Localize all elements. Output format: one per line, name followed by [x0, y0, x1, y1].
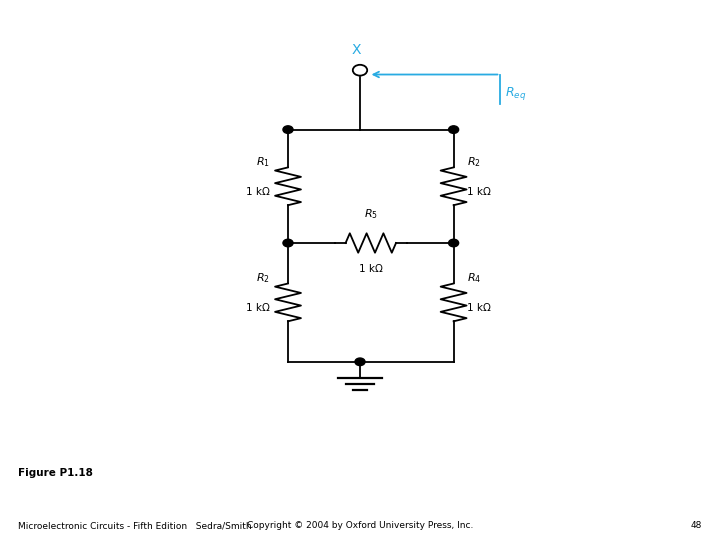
Circle shape [449, 239, 459, 247]
Text: Figure P1.18: Figure P1.18 [18, 468, 93, 478]
Circle shape [449, 126, 459, 133]
Circle shape [355, 358, 365, 366]
Text: 1 kΩ: 1 kΩ [467, 303, 490, 313]
Text: $R_2$: $R_2$ [256, 271, 270, 285]
Circle shape [283, 126, 293, 133]
Text: X: X [351, 43, 361, 57]
Text: $R_{eq}$: $R_{eq}$ [505, 85, 527, 102]
Text: $R_5$: $R_5$ [364, 207, 378, 221]
Text: 1 kΩ: 1 kΩ [467, 187, 490, 197]
Text: 1 kΩ: 1 kΩ [246, 187, 270, 197]
Text: $R_2$: $R_2$ [467, 155, 480, 169]
Text: $R_4$: $R_4$ [467, 271, 481, 285]
Circle shape [283, 239, 293, 247]
Text: $R_1$: $R_1$ [256, 155, 270, 169]
Text: Microelectronic Circuits - Fifth Edition   Sedra/Smith: Microelectronic Circuits - Fifth Edition… [18, 521, 251, 530]
Text: 1 kΩ: 1 kΩ [246, 303, 270, 313]
Text: 1 kΩ: 1 kΩ [359, 264, 383, 274]
Text: Copyright © 2004 by Oxford University Press, Inc.: Copyright © 2004 by Oxford University Pr… [247, 521, 473, 530]
Text: 48: 48 [690, 521, 702, 530]
